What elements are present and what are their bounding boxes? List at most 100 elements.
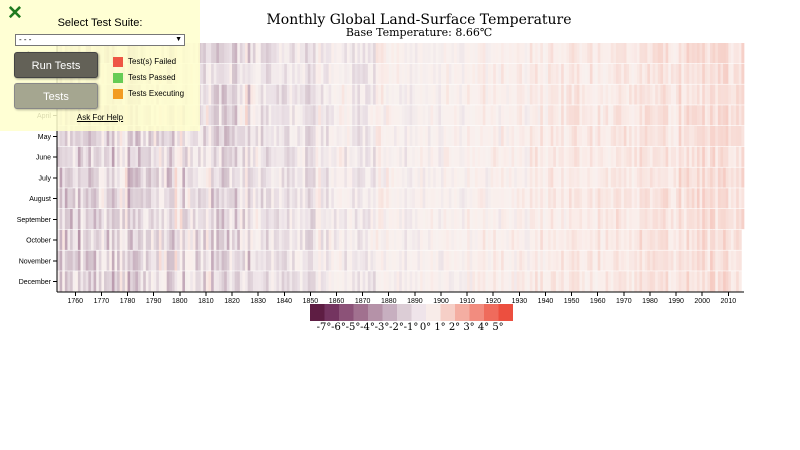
- heatmap-cell: [459, 188, 463, 209]
- heatmap-cell: [297, 84, 301, 105]
- heatmap-cell: [185, 209, 188, 230]
- heatmap-cell: [263, 209, 267, 230]
- heatmap-cell: [255, 167, 259, 188]
- heatmap-cell: [179, 250, 183, 271]
- heatmap-cell: [503, 84, 507, 105]
- heatmap-cell: [631, 63, 635, 84]
- heatmap-cell: [98, 250, 102, 271]
- heatmap-cell: [592, 84, 596, 105]
- heatmap-cell: [676, 209, 680, 230]
- heatmap-cell: [57, 167, 60, 188]
- x-tick-label: 1810: [198, 298, 214, 305]
- heatmap-cell: [399, 209, 403, 230]
- heatmap-cell: [148, 250, 152, 271]
- tests-button[interactable]: Tests: [14, 83, 98, 109]
- heatmap-cell: [733, 84, 737, 105]
- heatmap-cell: [367, 146, 371, 167]
- heatmap-cell: [412, 84, 416, 105]
- heatmap-cell: [663, 271, 666, 292]
- legend-label: -1°: [404, 322, 419, 333]
- heatmap-cell: [696, 188, 700, 209]
- heatmap-cell: [388, 63, 392, 84]
- heatmap-cell: [707, 167, 711, 188]
- heatmap-cell: [655, 188, 659, 209]
- heatmap-cell: [506, 126, 510, 147]
- heatmap-cell: [634, 146, 638, 167]
- heatmap-cell: [245, 126, 249, 147]
- heatmap-cell: [725, 229, 729, 250]
- heatmap-cell: [694, 250, 698, 271]
- heatmap-cell: [365, 126, 369, 147]
- heatmap-cell: [75, 188, 79, 209]
- heatmap-cell: [454, 63, 458, 84]
- heatmap-cell: [663, 126, 666, 147]
- heatmap-cell: [642, 250, 646, 271]
- heatmap-cell: [386, 167, 390, 188]
- heatmap-cell: [592, 229, 596, 250]
- heatmap-cell: [668, 105, 672, 126]
- heatmap-cell: [98, 209, 102, 230]
- heatmap-cell: [521, 105, 525, 126]
- heatmap-cell: [655, 209, 659, 230]
- heatmap-cell: [318, 188, 322, 209]
- close-icon[interactable]: ✕: [7, 3, 23, 24]
- test-suite-select[interactable]: - - - ▼: [15, 34, 185, 46]
- heatmap-cell: [730, 84, 734, 105]
- heatmap-cell: [362, 63, 366, 84]
- heatmap-cell: [730, 188, 734, 209]
- heatmap-cell: [229, 271, 233, 292]
- heatmap-cell: [498, 188, 502, 209]
- heatmap-cell: [579, 126, 583, 147]
- heatmap-cell: [216, 63, 220, 84]
- heatmap-cell: [187, 229, 191, 250]
- heatmap-cell: [88, 271, 92, 292]
- heatmap-cell: [438, 271, 442, 292]
- heatmap-cell: [383, 105, 387, 126]
- heatmap-cell: [268, 271, 272, 292]
- heatmap-cell: [281, 84, 285, 105]
- heatmap-cell: [273, 63, 277, 84]
- heatmap-cell: [252, 63, 256, 84]
- heatmap-cell: [717, 271, 721, 292]
- heatmap-cell: [610, 146, 614, 167]
- heatmap-cell: [456, 271, 460, 292]
- heatmap-cell: [571, 229, 575, 250]
- heatmap-cell: [258, 188, 262, 209]
- heatmap-cell: [712, 250, 716, 271]
- heatmap-cell: [145, 146, 149, 167]
- heatmap-cell: [600, 43, 604, 64]
- heatmap-cell: [289, 146, 293, 167]
- heatmap-cell: [717, 84, 721, 105]
- heatmap-cell: [247, 43, 251, 64]
- heatmap-cell: [326, 126, 330, 147]
- heatmap-cell: [657, 146, 661, 167]
- heatmap-cell: [386, 63, 390, 84]
- heatmap-cell: [208, 167, 212, 188]
- heatmap-cell: [459, 146, 463, 167]
- heatmap-cell: [657, 126, 661, 147]
- heatmap-cell: [477, 250, 481, 271]
- heatmap-cell: [435, 105, 439, 126]
- heatmap-cell: [683, 105, 687, 126]
- heatmap-cell: [508, 167, 512, 188]
- heatmap-cell: [717, 146, 721, 167]
- heatmap-cell: [315, 188, 319, 209]
- heatmap-cell: [636, 43, 640, 64]
- heatmap-cell: [595, 209, 599, 230]
- heatmap-cell: [626, 250, 630, 271]
- run-tests-button[interactable]: Run Tests: [14, 52, 98, 78]
- heatmap-cell: [535, 105, 538, 126]
- heatmap-cell: [427, 146, 431, 167]
- heatmap-cell: [396, 188, 400, 209]
- heatmap-cell: [704, 63, 708, 84]
- heatmap-cell: [595, 271, 599, 292]
- heatmap-cell: [639, 188, 643, 209]
- ask-for-help-link[interactable]: Ask For Help: [76, 113, 124, 122]
- heatmap-cell: [461, 229, 465, 250]
- heatmap-cell: [213, 63, 217, 84]
- heatmap-cell: [670, 229, 674, 250]
- heatmap-cell: [535, 63, 538, 84]
- heatmap-cell: [109, 271, 113, 292]
- heatmap-cell: [678, 146, 682, 167]
- legend-passed-label: Tests Passed: [128, 73, 176, 82]
